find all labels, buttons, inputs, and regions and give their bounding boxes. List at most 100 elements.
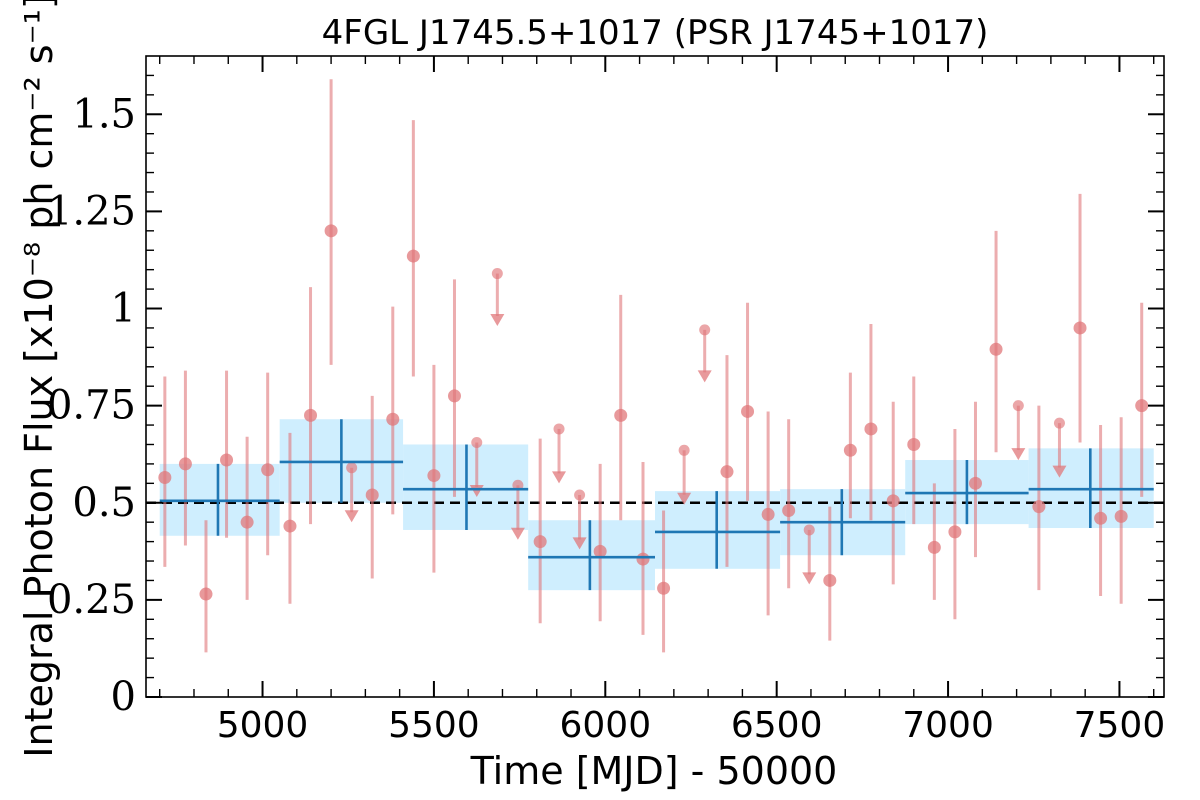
detection-point-16 bbox=[614, 294, 628, 521]
detection-marker-25 bbox=[864, 422, 878, 436]
detection-point-21 bbox=[761, 411, 775, 616]
upper-limit-arrow-7 bbox=[697, 370, 712, 383]
detection-marker-31 bbox=[989, 342, 1003, 356]
upper-limit-0 bbox=[344, 462, 359, 523]
upper-limit-arrow-3 bbox=[510, 527, 525, 540]
upper-limit-2 bbox=[490, 268, 505, 327]
upper-limit-marker-7 bbox=[699, 324, 711, 336]
detection-marker-1 bbox=[178, 457, 192, 471]
detection-point-25 bbox=[864, 324, 878, 521]
upper-limit-marker-8 bbox=[803, 524, 815, 536]
detection-marker-32 bbox=[1032, 500, 1046, 514]
x-tick-label-4: 7000 bbox=[902, 705, 994, 746]
detection-marker-21 bbox=[761, 507, 775, 521]
detection-marker-34 bbox=[1094, 511, 1108, 525]
long-bin-5 bbox=[780, 489, 906, 556]
detection-marker-28 bbox=[927, 540, 941, 554]
detection-point-13 bbox=[447, 279, 461, 497]
detection-marker-8 bbox=[324, 224, 338, 238]
detection-marker-17 bbox=[636, 552, 650, 566]
detection-point-26 bbox=[886, 401, 900, 585]
upper-limit-arrow-4 bbox=[552, 471, 567, 484]
detection-marker-35 bbox=[1114, 509, 1128, 523]
chart-title: 4FGL J1745.5+1017 (PSR J1745+1017) bbox=[322, 13, 989, 53]
upper-limit-arrow-5 bbox=[572, 537, 587, 550]
upper-limit-8 bbox=[802, 524, 817, 585]
long-bin-1 bbox=[279, 419, 404, 503]
detection-marker-10 bbox=[386, 412, 400, 426]
upper-limit-marker-4 bbox=[553, 423, 565, 435]
detection-marker-20 bbox=[741, 404, 755, 418]
long-bin-bands bbox=[159, 419, 1154, 591]
detection-marker-22 bbox=[782, 504, 796, 518]
y-tick-label-3: 0.75 bbox=[47, 383, 136, 429]
detection-marker-16 bbox=[614, 408, 628, 422]
detection-marker-15 bbox=[593, 544, 607, 558]
detection-marker-13 bbox=[447, 389, 461, 403]
y-tick-label-1: 0.25 bbox=[47, 577, 136, 623]
detection-marker-6 bbox=[283, 519, 297, 533]
detection-marker-14 bbox=[533, 535, 547, 549]
detection-point-4 bbox=[240, 436, 254, 600]
detection-marker-19 bbox=[720, 465, 734, 479]
detection-marker-36 bbox=[1135, 399, 1149, 413]
detection-point-17 bbox=[636, 461, 650, 635]
detection-point-11 bbox=[406, 120, 420, 377]
detection-marker-9 bbox=[365, 488, 379, 502]
upper-limit-marker-6 bbox=[678, 444, 690, 456]
detection-point-35 bbox=[1114, 417, 1128, 604]
long-bin-band-3 bbox=[528, 520, 655, 591]
detection-point-1 bbox=[178, 370, 192, 546]
detection-marker-0 bbox=[158, 471, 172, 485]
detection-point-15 bbox=[593, 463, 607, 622]
detection-marker-33 bbox=[1073, 321, 1087, 335]
y-tick-label-4: 1 bbox=[111, 286, 136, 332]
upper-limit-marker-2 bbox=[491, 268, 503, 280]
detection-point-3 bbox=[220, 370, 234, 538]
x-tick-label-1: 5500 bbox=[388, 705, 480, 746]
detection-marker-7 bbox=[304, 408, 318, 422]
detection-point-10 bbox=[386, 306, 400, 515]
upper-limit-arrow-8 bbox=[802, 572, 817, 585]
detection-point-24 bbox=[843, 372, 857, 519]
detection-marker-29 bbox=[948, 525, 962, 539]
detection-marker-11 bbox=[406, 249, 420, 263]
upper-limit-4 bbox=[552, 423, 567, 484]
long-bin-6 bbox=[905, 460, 1029, 525]
upper-limit-arrow-6 bbox=[677, 492, 692, 505]
detection-marker-24 bbox=[843, 443, 857, 457]
detection-marker-30 bbox=[968, 476, 982, 490]
plot-frame bbox=[145, 55, 1165, 698]
upper-limit-arrow-10 bbox=[1052, 465, 1067, 478]
detection-marker-23 bbox=[823, 573, 837, 587]
detection-point-30 bbox=[968, 401, 982, 558]
detection-point-32 bbox=[1032, 405, 1046, 591]
long-bin-7 bbox=[1028, 448, 1154, 529]
detection-point-18 bbox=[657, 510, 671, 653]
long-bin-3 bbox=[528, 520, 655, 591]
long-bin-markers bbox=[159, 419, 1154, 591]
y-tick-label-5: 1.25 bbox=[47, 188, 136, 234]
detection-point-12 bbox=[427, 364, 441, 573]
detection-point-28 bbox=[927, 483, 941, 600]
x-tick-label-3: 6500 bbox=[731, 705, 823, 746]
upper-limit-10 bbox=[1052, 417, 1067, 478]
detection-marker-3 bbox=[220, 453, 234, 467]
upper-limit-6 bbox=[677, 444, 692, 505]
detection-marker-26 bbox=[886, 494, 900, 508]
detection-point-9 bbox=[365, 395, 379, 579]
upper-limit-5 bbox=[572, 489, 587, 550]
detection-marker-4 bbox=[240, 515, 254, 529]
detection-marker-2 bbox=[199, 587, 213, 601]
upper-limit-marker-10 bbox=[1053, 417, 1065, 429]
upper-limit-marker-0 bbox=[346, 462, 358, 474]
detection-point-7 bbox=[304, 287, 318, 525]
long-bin-2 bbox=[403, 444, 529, 530]
detection-point-34 bbox=[1094, 425, 1108, 596]
y-axis-label: Integral Photon Flux [x10⁻⁸ ph cm⁻² s⁻¹] bbox=[17, 0, 61, 758]
detection-point-23 bbox=[823, 506, 837, 641]
detection-point-5 bbox=[261, 372, 275, 556]
detection-point-0 bbox=[158, 376, 172, 567]
x-tick-label-2: 6000 bbox=[559, 705, 651, 746]
